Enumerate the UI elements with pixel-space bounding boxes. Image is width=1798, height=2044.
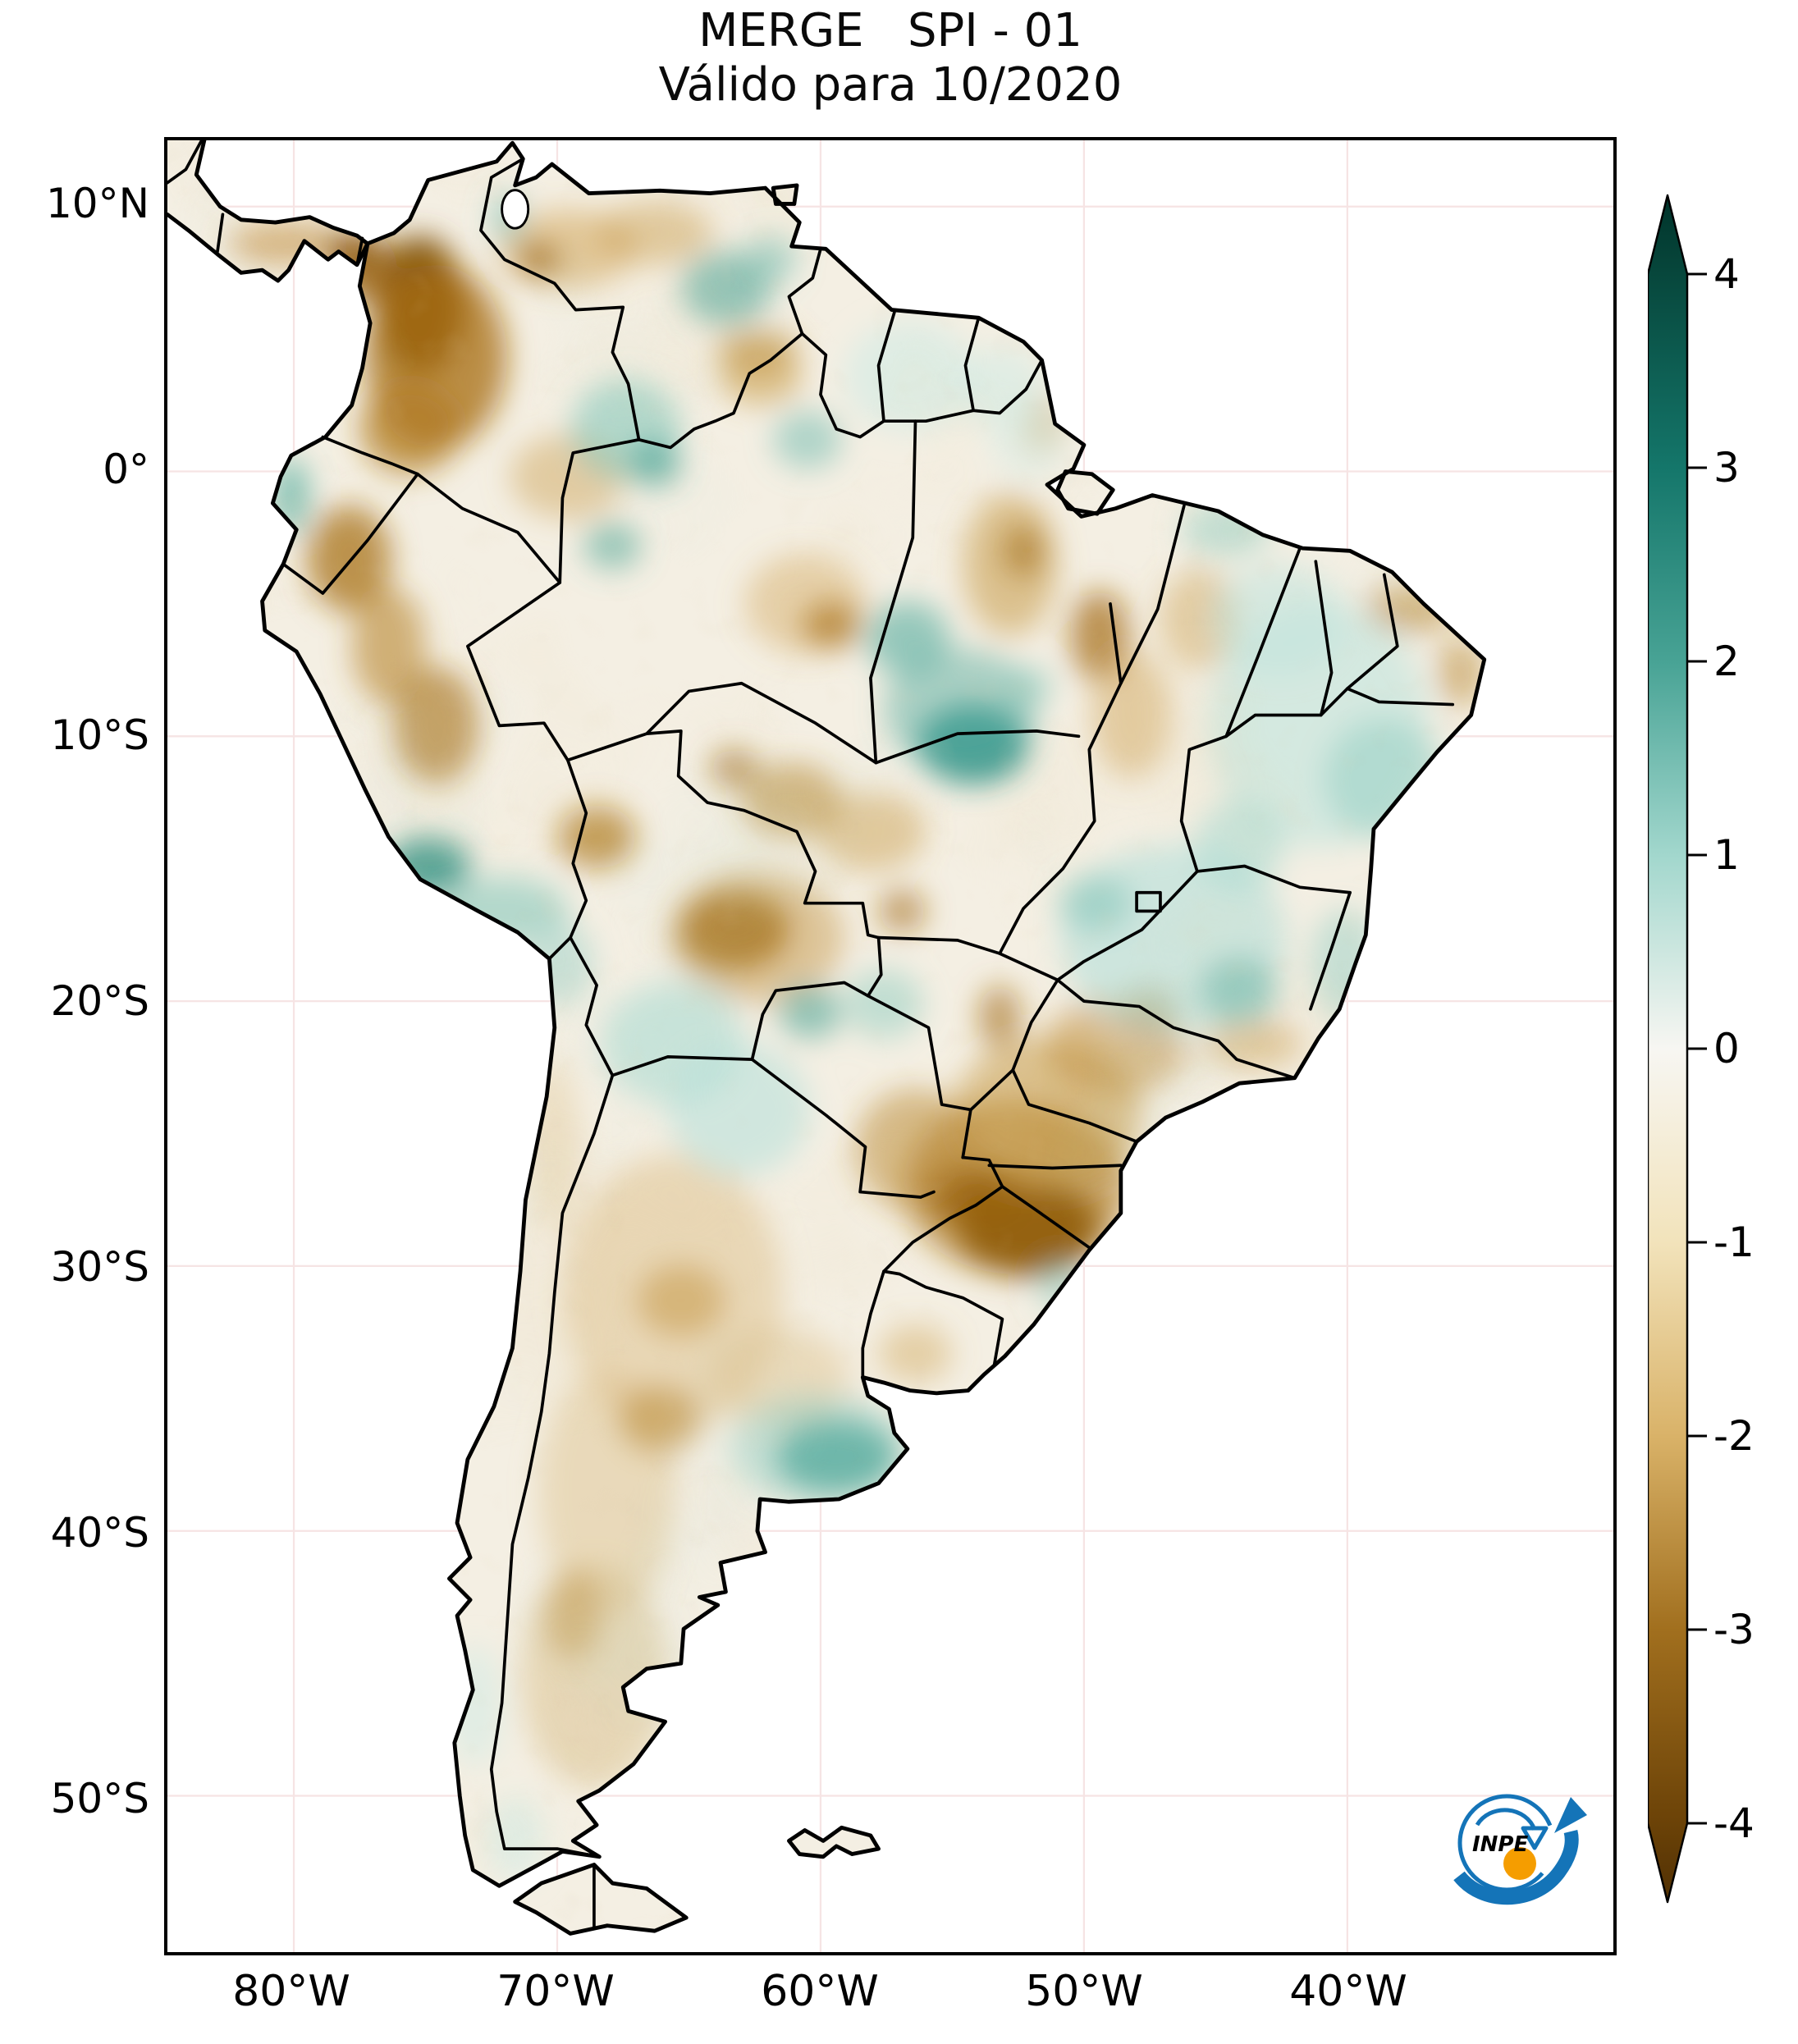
colorbar-ticks [1687, 272, 1707, 1825]
figure-subtitle: Válido para 10/2020 [658, 58, 1123, 112]
lat-tick-40s: 40°S [50, 1509, 149, 1557]
logo-swoosh-arrowhead [1554, 1797, 1587, 1833]
cb-tick-3: 3 [1713, 444, 1740, 492]
lat-tick-10n: 10°N [45, 180, 149, 227]
lat-tick-30s: 30°S [50, 1243, 149, 1291]
lat-tick-20s: 20°S [50, 977, 149, 1025]
lat-tick-50s: 50°S [50, 1775, 149, 1822]
lat-tick-10s: 10°S [50, 711, 149, 759]
logo-swoosh [1453, 1829, 1579, 1905]
lon-tick-40w: 40°W [1289, 1967, 1407, 2016]
cb-tick-m3: -3 [1713, 1606, 1755, 1653]
coastline [167, 140, 1487, 1936]
cb-tick-m1: -1 [1713, 1219, 1755, 1266]
cb-tick-0: 0 [1713, 1025, 1740, 1072]
speckle-fine [167, 140, 1485, 1934]
cb-tick-2: 2 [1713, 638, 1740, 685]
lat-tick-0: 0° [103, 446, 149, 493]
south-america-map [167, 140, 1613, 1952]
country-state-borders [167, 140, 1455, 1930]
land-fill [167, 140, 1485, 1934]
cb-tick-m4: -4 [1713, 1799, 1755, 1847]
colorbar-bar [1648, 194, 1689, 1904]
logo-outer-orbit [1457, 1794, 1556, 1892]
cb-tick-4: 4 [1713, 250, 1740, 298]
logo-text: INPE [1472, 1832, 1528, 1857]
lon-tick-70w: 70°W [496, 1967, 615, 2016]
logo-down-arrow [1521, 1826, 1549, 1850]
colorbar [1648, 194, 1707, 1904]
lake-maracaibo [501, 189, 530, 230]
map-axes [164, 137, 1617, 1955]
lon-tick-50w: 50°W [1025, 1967, 1143, 2016]
logo-orange-dot [1503, 1847, 1536, 1880]
figure-title: MERGE SPI - 01 [698, 4, 1082, 57]
cb-tick-m2: -2 [1713, 1412, 1755, 1460]
logo-inner-orbit [1475, 1808, 1537, 1831]
lon-tick-60w: 60°W [761, 1967, 879, 2016]
lon-tick-80w: 80°W [232, 1967, 350, 2016]
cb-tick-1: 1 [1713, 831, 1740, 879]
inpe-logo: INPE [1453, 1794, 1587, 1905]
